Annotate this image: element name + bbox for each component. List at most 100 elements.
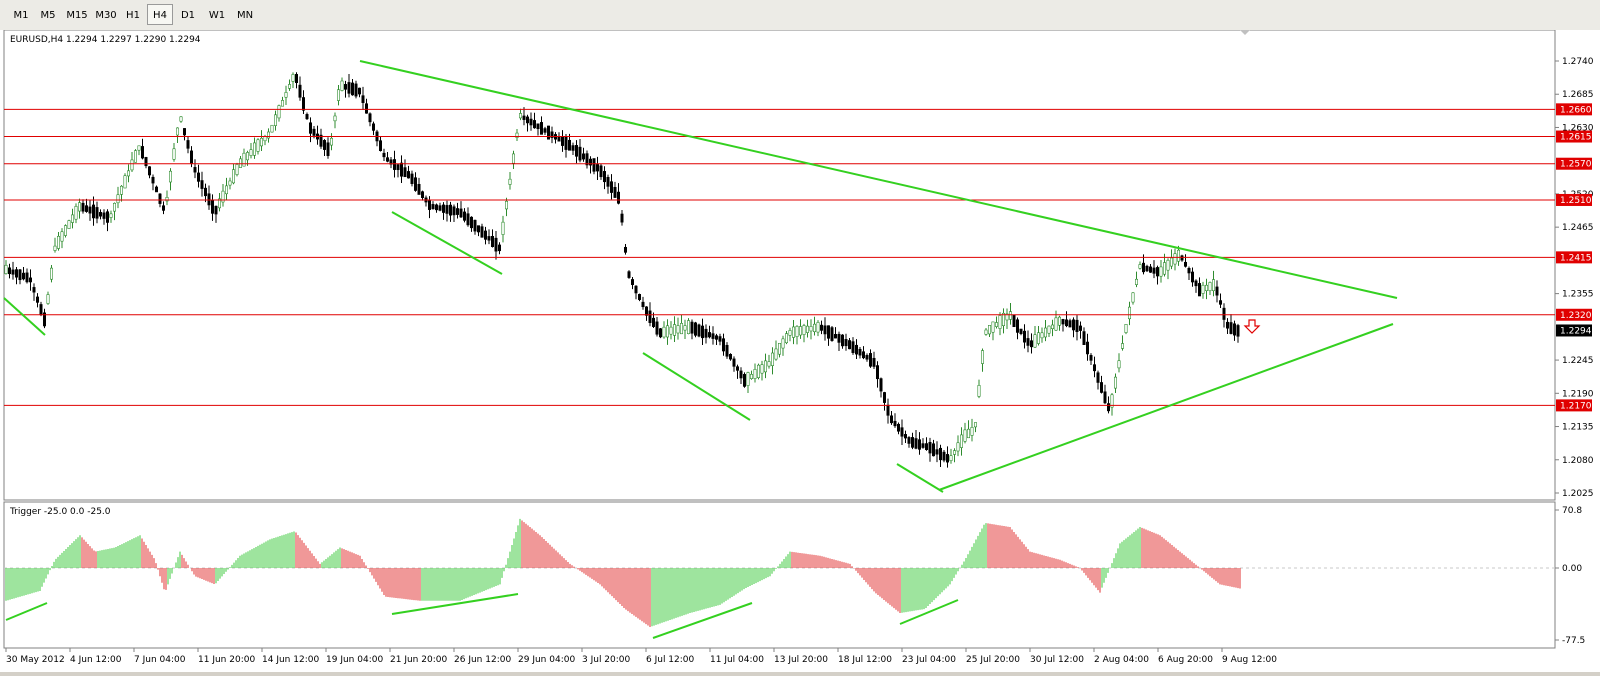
candle-body — [88, 206, 92, 214]
candle-body — [767, 361, 771, 367]
candle-body — [253, 142, 257, 156]
candle-body — [1047, 325, 1051, 334]
candle-body — [186, 140, 190, 149]
time-tick-label: 21 Jun 20:00 — [390, 655, 447, 665]
candle-body — [1107, 403, 1111, 412]
indicator-axis: 70.8 0.00 -77.5 — [1555, 506, 1585, 646]
time-tick-label: 11 Jun 20:00 — [198, 655, 255, 665]
candle-body — [511, 153, 515, 164]
candle-body — [963, 429, 967, 442]
timeframe-button-h1[interactable]: H1 — [126, 10, 140, 21]
candle-body — [127, 170, 131, 177]
candle-body — [1114, 376, 1118, 389]
candle-body — [1152, 267, 1156, 274]
candle-body — [343, 84, 347, 90]
candle-body — [214, 205, 218, 215]
candlesticks — [4, 72, 1240, 468]
divergence-line-price-1 — [3, 297, 46, 336]
candle-body — [672, 324, 676, 336]
time-tick-label: 14 Jun 12:00 — [262, 655, 319, 665]
candle-body — [130, 159, 134, 171]
candle-body — [763, 360, 767, 373]
candle-body — [721, 338, 725, 352]
candle-body — [452, 206, 456, 216]
candle-body — [1233, 323, 1237, 336]
candle-body — [1222, 307, 1226, 320]
candle-body — [1124, 324, 1128, 333]
candle-body — [277, 105, 281, 119]
time-tick-label: 30 May 2012 — [6, 655, 65, 665]
candle-body — [4, 264, 8, 274]
chart-window[interactable]: EURUSD,H4 1.2294 1.2297 1.2290 1.2294 1.… — [0, 29, 1600, 672]
candle-body — [893, 420, 897, 427]
candle-body — [483, 230, 487, 240]
candle-body — [700, 325, 704, 339]
candle-body — [942, 451, 946, 461]
candle-body — [595, 164, 599, 172]
timeframe-button-d1[interactable]: D1 — [180, 10, 196, 21]
candle-body — [1138, 264, 1142, 269]
price-level-label: 1.2660 — [1560, 105, 1592, 115]
candle-body — [190, 150, 194, 164]
timeframe-button-m1[interactable]: M1 — [13, 10, 29, 21]
candle-body — [564, 136, 568, 150]
candle-body — [434, 204, 438, 211]
price-level-tag — [1556, 308, 1592, 321]
candle-body — [651, 317, 655, 327]
candle-body — [945, 454, 949, 463]
scroll-marker-icon — [1240, 30, 1250, 35]
candle-body — [469, 216, 473, 229]
candle-body — [462, 211, 466, 221]
candle-body — [840, 334, 844, 347]
timeframe-button-w1[interactable]: W1 — [208, 10, 226, 21]
divergence-line-indicator-1 — [5, 602, 48, 621]
candle-body — [78, 202, 82, 212]
timeframe-button-m5[interactable]: M5 — [40, 10, 56, 21]
timeframe-button-h4[interactable]: H4 — [147, 4, 173, 25]
candle-body — [155, 186, 159, 193]
candle-body — [225, 185, 229, 195]
timeframe-button-m15[interactable]: M15 — [66, 10, 88, 21]
candle-body — [116, 194, 120, 204]
candle-body — [92, 204, 96, 219]
candle-body — [1096, 372, 1100, 383]
candle-body — [952, 450, 956, 455]
candle-body — [1215, 286, 1219, 296]
price-tick-label: 1.2135 — [1562, 423, 1594, 433]
indicator-pane[interactable]: Trigger -25.0 0.0 -25.0 — [3, 501, 1556, 649]
price-pane[interactable]: EURUSD,H4 1.2294 1.2297 1.2290 1.2294 — [3, 29, 1556, 501]
time-tick-label: 6 Aug 20:00 — [1158, 655, 1213, 665]
price-tick-label: 1.2025 — [1562, 489, 1594, 499]
candle-body — [256, 139, 260, 152]
candle-body — [368, 113, 372, 123]
price-level-label: 1.2615 — [1560, 133, 1592, 143]
time-axis: 30 May 2012 4 Jun 12:00 7 Jun 04:00 11 Jun … — [4, 647, 1555, 665]
candle-body — [1187, 268, 1191, 274]
candle-body — [308, 122, 312, 134]
candle-body — [1163, 262, 1167, 275]
candle-body — [816, 322, 820, 333]
timeframe-button-mn[interactable]: MN — [236, 10, 254, 21]
candle-body — [420, 191, 424, 198]
candle-body — [655, 321, 659, 335]
indicator-tick-label: 0.00 — [1562, 564, 1582, 574]
candle-body — [396, 164, 400, 171]
candle-body — [872, 357, 876, 367]
candle-body — [994, 322, 998, 327]
candle-body — [896, 423, 900, 432]
candle-body — [851, 341, 855, 353]
candle-body — [1208, 282, 1212, 292]
candle-body — [438, 205, 442, 211]
candle-body — [1180, 255, 1184, 261]
timeframe-button-m30[interactable]: M30 — [95, 10, 117, 21]
candle-body — [1201, 284, 1205, 294]
candle-body — [392, 159, 396, 170]
candle-body — [921, 443, 925, 448]
sell-arrow-icon — [1243, 319, 1261, 334]
candle-body — [907, 437, 911, 444]
price-level-tag — [1556, 157, 1592, 170]
candle-body — [984, 329, 988, 335]
candle-body — [1103, 391, 1107, 404]
price-level-label: 1.2510 — [1560, 196, 1592, 206]
candle-body — [385, 157, 389, 162]
